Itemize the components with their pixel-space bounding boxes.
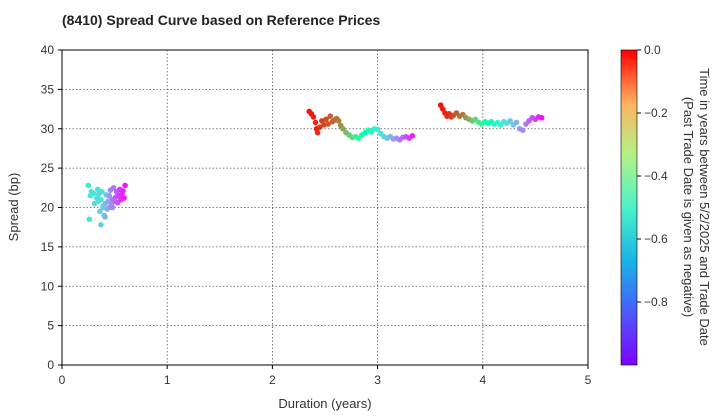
colorbar-tick-label: −0.8 [644,295,668,309]
data-point [91,200,98,207]
data-point [325,121,331,127]
colorbar-label-line1: Time in years between 5/2/2025 and Trade… [697,68,712,346]
plot-area: 0 1 2 3 4 5 0 5 10 15 20 25 30 35 40 [41,43,592,387]
y-tick-label: 35 [41,82,55,96]
data-point [85,182,92,189]
data-point [335,118,342,124]
colorbar-gradient [620,49,638,366]
y-tick-label: 40 [41,43,55,57]
data-point [97,208,103,215]
data-point [98,196,104,203]
data-point [120,188,126,194]
data-point [323,116,329,123]
colorbar-tick-label: −0.2 [644,106,668,120]
data-point [513,119,520,126]
x-tick-label: 4 [479,373,486,387]
data-point [122,182,128,189]
data-point [90,190,97,197]
x-axis-label: Duration (years) [278,396,371,411]
colorbar-tick-label: −0.4 [644,169,668,183]
data-point [519,127,526,134]
y-tick-labels: 0 5 10 15 20 25 30 35 40 [41,43,62,372]
data-point [374,126,381,133]
data-point [538,114,545,121]
y-tick-label: 10 [41,279,55,293]
colorbar-label-line2: (Past Trade Date is given as negative) [681,97,696,317]
colorbar-tick-label: 0.0 [644,43,661,57]
data-point [110,185,117,191]
y-tick-label: 15 [41,240,55,254]
data-point [96,191,102,197]
data-point [316,124,323,130]
colorbar-ticks: 0.0 −0.2 −0.4 −0.6 −0.8 [637,43,668,309]
data-point [409,133,416,139]
y-tick-label: 25 [41,161,55,175]
colorbar: 0.0 −0.2 −0.4 −0.6 −0.8 Time in years betwee… [620,43,712,366]
x-tick-label: 3 [374,373,381,387]
data-point [507,118,513,124]
y-tick-label: 30 [41,122,55,136]
data-point [310,114,317,120]
data-point [102,214,108,220]
chart-title: (8410) Spread Curve based on Reference P… [62,12,380,28]
data-point [109,204,116,211]
data-point [94,186,101,193]
data-point [327,113,334,119]
data-point [321,122,327,128]
data-point [312,119,319,126]
x-tick-label: 2 [269,373,276,387]
data-point [100,204,106,211]
x-tick-label: 1 [164,373,171,387]
y-tick-label: 5 [47,319,54,333]
grid-lines [62,50,588,365]
data-point [340,125,346,132]
x-tick-label: 0 [59,373,66,387]
y-axis-label: Spread (bp) [6,173,21,242]
data-point [106,192,113,199]
colorbar-tick-label: −0.6 [644,232,668,246]
x-tick-labels: 0 1 2 3 4 5 [59,365,592,387]
data-point [121,195,127,201]
data-point [98,222,104,228]
scatter-points [85,102,545,228]
y-tick-label: 20 [41,201,55,215]
data-point [314,129,321,136]
data-point [86,216,93,223]
y-tick-label: 0 [47,358,54,372]
x-tick-label: 5 [585,373,592,387]
